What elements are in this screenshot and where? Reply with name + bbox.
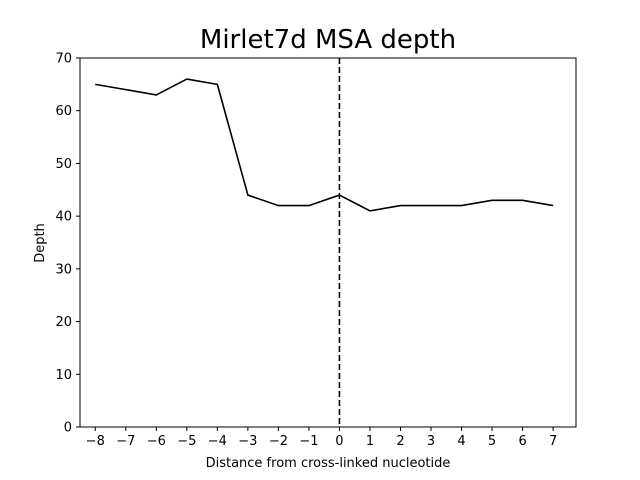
y-tick-label: 20 xyxy=(55,315,72,330)
y-tick-label: 0 xyxy=(64,421,72,436)
series-line xyxy=(95,78,554,212)
plot-area xyxy=(95,58,554,427)
axes-frame xyxy=(79,57,577,428)
x-tick-label: −6 xyxy=(147,434,166,449)
y-tick-label: 60 xyxy=(55,104,72,119)
x-tick-label: 3 xyxy=(427,434,435,449)
x-tick-label: −1 xyxy=(299,434,318,449)
x-tick-label: −5 xyxy=(177,434,196,449)
y-axis-label: Depth xyxy=(33,223,48,263)
x-axis-label: Distance from cross-linked nucleotide xyxy=(206,456,451,471)
y-tick-label: 70 xyxy=(55,52,72,67)
x-tick-label: 6 xyxy=(518,434,526,449)
y-tick-label: 30 xyxy=(55,262,72,277)
x-tick-label: −7 xyxy=(116,434,135,449)
x-tick-label: −2 xyxy=(269,434,288,449)
x-tick-label: 1 xyxy=(366,434,374,449)
x-tick-label: 7 xyxy=(549,434,557,449)
x-tick-label: −8 xyxy=(86,434,105,449)
y-tick-label: 40 xyxy=(55,210,72,225)
y-tick-label: 10 xyxy=(55,368,72,383)
chart-title: Mirlet7d MSA depth xyxy=(200,25,456,55)
y-tick-label: 50 xyxy=(55,157,72,172)
x-tick-label: 2 xyxy=(396,434,404,449)
x-tick-label: −4 xyxy=(208,434,227,449)
x-tick-label: 4 xyxy=(457,434,465,449)
x-tick-label: 5 xyxy=(488,434,496,449)
x-tick-label: 0 xyxy=(335,434,343,449)
x-tick-label: −3 xyxy=(238,434,257,449)
